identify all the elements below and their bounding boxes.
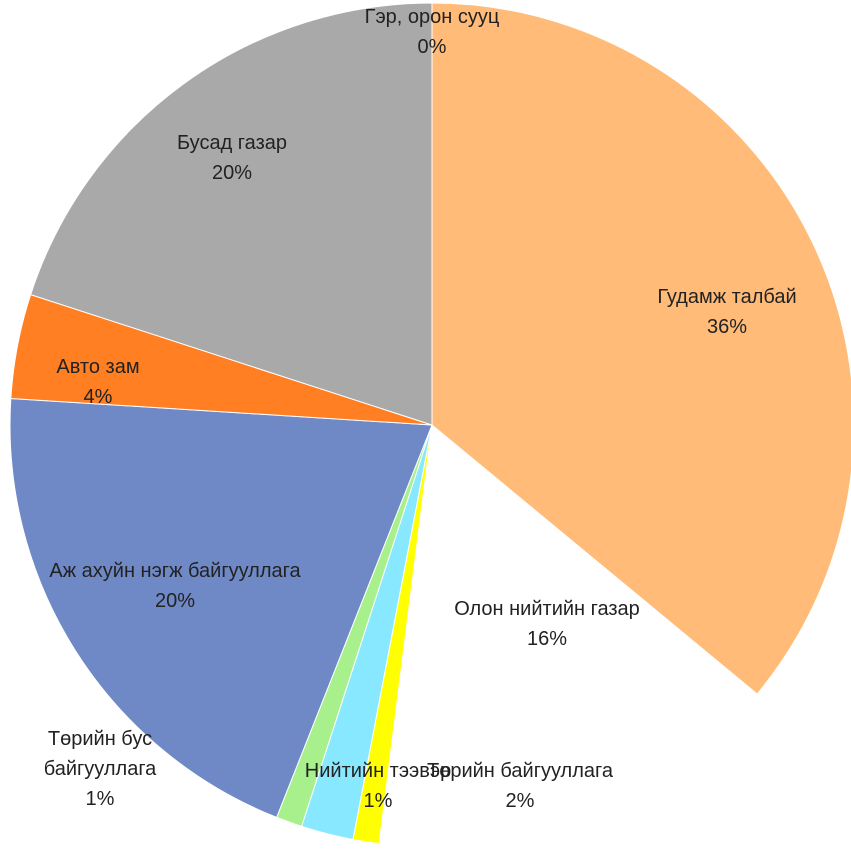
slice-label: Гэр, орон сууц 0% [302, 2, 562, 62]
slice-name: Бусад газар [177, 132, 287, 154]
pie-slice [30, 2, 433, 426]
slice-value: 2% [505, 790, 535, 812]
pie-slice [431, 2, 851, 695]
slice-label: Нийтийн тээвэр 1% [258, 756, 498, 816]
slice-value: 1% [363, 790, 393, 812]
slice-label: Бусад газар 20% [122, 128, 342, 188]
slice-value: 0% [417, 36, 447, 58]
slice-label: Авто зам 4% [18, 352, 178, 412]
slice-value: 20% [154, 590, 196, 612]
slice-value: 4% [83, 386, 113, 408]
pie-slice [9, 397, 433, 819]
slice-value: 16% [526, 628, 568, 650]
slice-label: Аж ахуйн нэгж байгууллага 20% [45, 556, 305, 616]
slice-label: Төрийн бус байгууллага 1% [0, 724, 200, 814]
slice-name: Олон нийтийн газар [454, 598, 640, 620]
slice-label: Олон нийтийн газар 16% [447, 594, 647, 654]
pie-slice [379, 425, 758, 847]
slice-value: 20% [211, 162, 253, 184]
slice-label: Гудамж талбай 36% [607, 282, 847, 342]
slice-name: Гэр, орон сууц [364, 6, 500, 28]
slice-name: Аж ахуйн нэгж байгууллага [49, 560, 301, 582]
slice-name: Гудамж талбай [657, 286, 797, 308]
slice-name: Нийтийн тээвэр [304, 760, 452, 782]
slice-label: Төрийн байгууллага 2% [420, 756, 620, 816]
slice-value: 36% [706, 316, 748, 338]
slice-value: 1% [85, 788, 115, 810]
slice-name: Төрийн бус байгууллага [43, 728, 157, 780]
slice-name: Авто зам [56, 356, 140, 378]
slice-name: Төрийн байгууллага [427, 760, 613, 782]
